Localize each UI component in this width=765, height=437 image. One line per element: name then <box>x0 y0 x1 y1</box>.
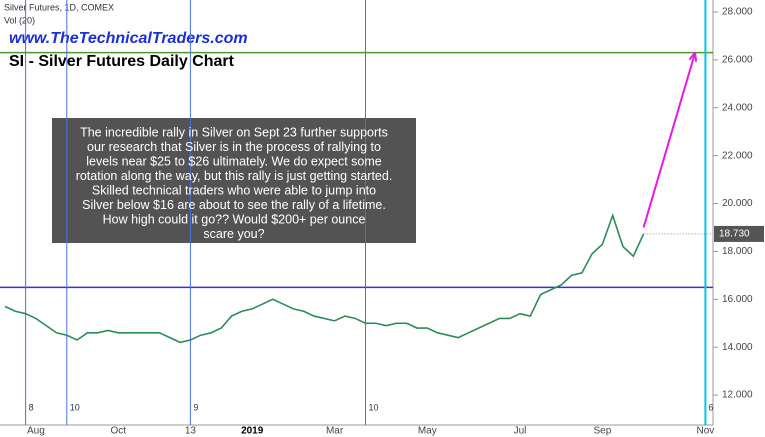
y-tick-label: 14.000 <box>722 342 753 353</box>
y-tick-label: 16.000 <box>722 294 753 305</box>
watermark: www.TheTechnicalTraders.com <box>9 30 248 47</box>
cycle-label: 6 <box>708 402 713 412</box>
y-tick-label: 18.000 <box>722 246 753 257</box>
y-tick-label: 24.000 <box>722 102 753 113</box>
annotation-line: rotation along the way, but this rally i… <box>76 169 393 183</box>
x-tick-label: Mar <box>326 426 344 437</box>
x-tick-label: Nov <box>697 426 715 437</box>
volume-label: Vol (20) <box>4 15 35 25</box>
cycle-label: 8 <box>29 402 34 412</box>
annotation-line: Skilled technical traders who were able … <box>92 183 376 197</box>
y-tick-label: 26.000 <box>722 54 753 65</box>
cycle-label: 10 <box>70 402 80 412</box>
arrow-head <box>688 52 698 62</box>
annotation-line: levels near $25 to $26 ultimately. We do… <box>86 154 382 168</box>
y-tick-label: 28.000 <box>722 7 753 18</box>
x-tick-label: Aug <box>27 426 45 437</box>
last-price-label: 18.730 <box>719 229 750 240</box>
last-price-box <box>714 225 764 242</box>
y-tick-label: 22.000 <box>722 150 753 161</box>
x-tick-label: 2019 <box>241 426 264 437</box>
annotation-line: Silver below $16 are about to see the ra… <box>82 198 386 212</box>
x-tick-label: May <box>418 426 437 437</box>
annotation-line: our research that Silver is in the proce… <box>87 140 381 154</box>
cycle-label: 9 <box>193 402 198 412</box>
x-tick-label: Sep <box>594 426 612 437</box>
annotation-line: scare you? <box>203 227 264 241</box>
price-line <box>4 213 645 344</box>
y-tick-label: 12.000 <box>722 390 753 401</box>
chart-title: SI - Silver Futures Daily Chart <box>9 53 235 70</box>
legend-text: Silver Futures, 1D, COMEX <box>4 2 114 12</box>
target-arrow <box>642 52 697 228</box>
annotation-line: How high could it go?? Would $200+ per o… <box>103 212 366 226</box>
x-tick-label: Jul <box>514 426 527 437</box>
y-tick-label: 20.000 <box>722 198 753 209</box>
annotation-box <box>52 118 416 243</box>
cycle-label: 10 <box>369 402 379 412</box>
x-tick-label: 13 <box>185 426 197 437</box>
x-tick-label: Oct <box>111 426 127 437</box>
annotation-line: The incredible rally in Silver on Sept 2… <box>80 125 388 139</box>
